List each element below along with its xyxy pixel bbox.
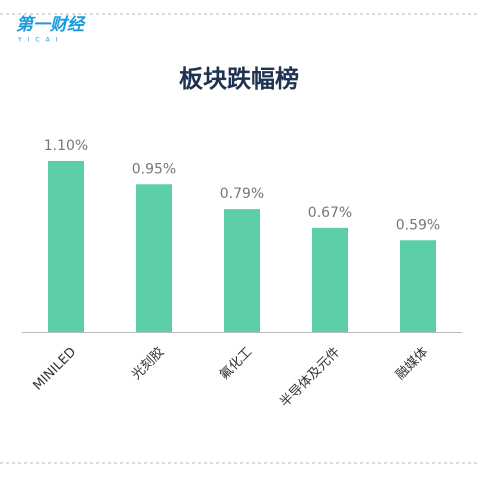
chart-title: 板块跌幅榜	[179, 65, 299, 93]
x-tick-label: 半导体及元件	[278, 345, 344, 411]
logo: 第一财经	[16, 15, 86, 35]
x-tick-label: MINILED	[30, 345, 79, 394]
x-tick-label: 融媒体	[393, 345, 431, 383]
bar	[48, 160, 84, 332]
value-label: 1.10%	[44, 138, 88, 154]
x-tick-label: 光刻胶	[128, 344, 167, 383]
value-label: 0.59%	[396, 217, 440, 233]
bar	[312, 227, 348, 332]
bar	[400, 240, 436, 332]
value-label: 0.67%	[308, 205, 352, 221]
logo-sub: YICAI	[17, 37, 64, 44]
bar	[136, 184, 172, 332]
value-label: 0.79%	[220, 186, 264, 202]
value-label: 0.95%	[132, 161, 176, 177]
bar	[224, 209, 260, 332]
x-tick-label: 氟化工	[217, 345, 255, 383]
